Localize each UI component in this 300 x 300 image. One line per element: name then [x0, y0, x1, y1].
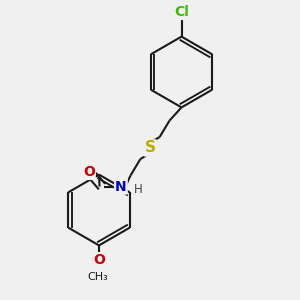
Text: O: O	[93, 253, 105, 267]
Text: O: O	[83, 165, 95, 179]
Text: S: S	[145, 140, 155, 155]
Text: CH₃: CH₃	[87, 272, 108, 281]
Text: N: N	[115, 180, 127, 194]
Text: H: H	[134, 183, 142, 196]
Text: Cl: Cl	[174, 5, 189, 19]
